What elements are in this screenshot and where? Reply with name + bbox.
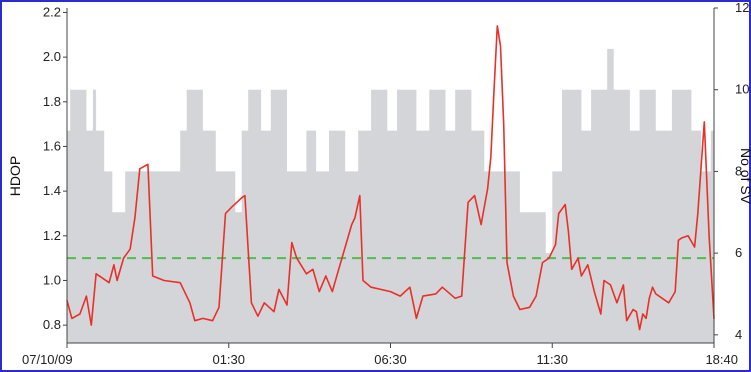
- x-tick-label: 06:30: [374, 352, 407, 367]
- sv-count-area: [67, 48, 714, 344]
- y-tick-label: 1.4: [43, 183, 61, 198]
- y2-tick-label: 12: [735, 0, 749, 15]
- y-tick-label: 2.0: [43, 49, 61, 64]
- y2-tick-label: 10: [735, 82, 749, 97]
- plot-area: [66, 25, 715, 344]
- y-tick-label: 0.8: [43, 317, 61, 332]
- tick-labels: 0.8 1.0 1.2 1.4 1.6 1.8 2.0 2.2 4 6 8 10 12 07/10/09 0…: [22, 0, 749, 367]
- y-tick-label: 1.6: [43, 138, 61, 153]
- y2-axis-label: No of SV: [738, 148, 751, 205]
- y2-tick-label: 4: [735, 327, 742, 342]
- y-axis-label: HDOP: [7, 156, 23, 196]
- y-tick-label: 1.2: [43, 228, 61, 243]
- x-tick-label: 07/10/09: [22, 352, 73, 367]
- axes: [63, 7, 718, 348]
- y-tick-label: 1.8: [43, 94, 61, 109]
- x-tick-label: 11:30: [536, 352, 568, 367]
- x-tick-label: 01:30: [212, 352, 245, 367]
- y-tick-label: 2.2: [43, 4, 61, 19]
- y-tick-label: 1.0: [43, 272, 61, 287]
- y2-tick-label: 8: [735, 163, 742, 178]
- x-tick-label: 18:40: [705, 352, 738, 367]
- hdop-line: [66, 25, 715, 331]
- y2-tick-label: 6: [735, 245, 742, 260]
